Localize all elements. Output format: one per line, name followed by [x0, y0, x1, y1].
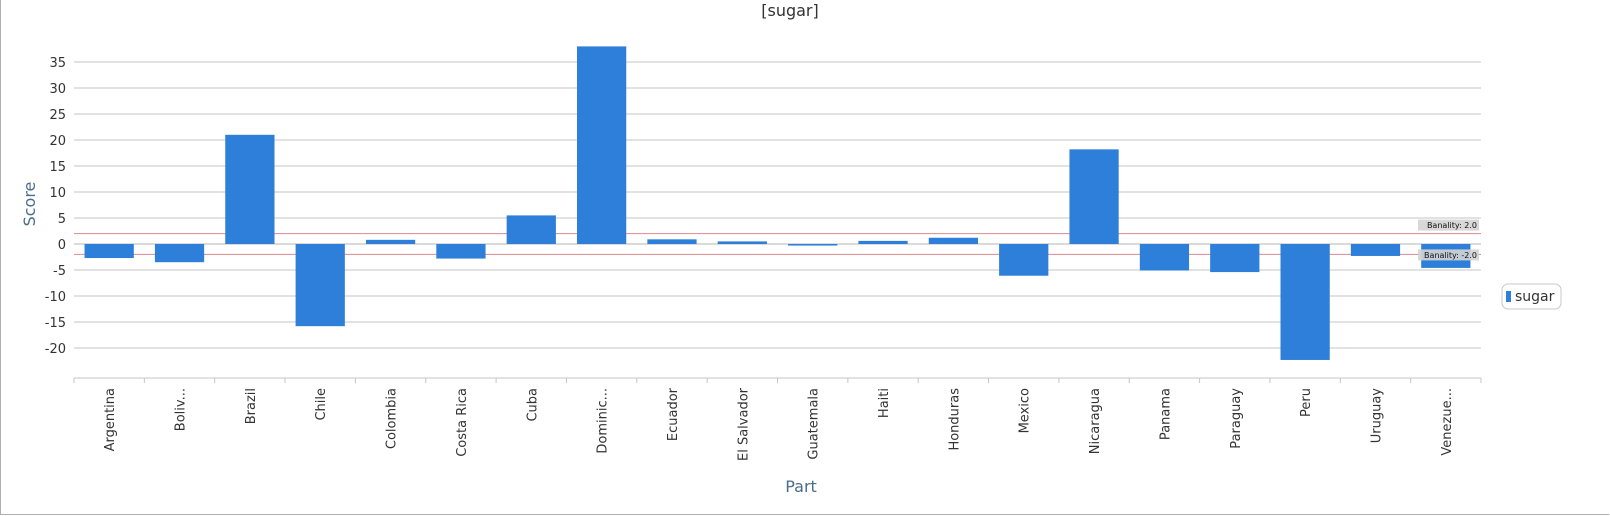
reference-label-bg [1418, 249, 1479, 261]
x-tick-label: Guatemala [807, 388, 822, 460]
y-tick-label: 30 [49, 82, 66, 97]
reference-label: Banality: 2.0 [1427, 221, 1477, 230]
x-tick-label: Honduras [947, 388, 962, 451]
bar[interactable] [84, 244, 134, 259]
x-tick-label: Panama [1158, 388, 1173, 440]
x-tick-label: Uruguay [1369, 388, 1384, 444]
bar[interactable] [647, 239, 697, 244]
x-tick-label: Cuba [525, 388, 540, 422]
bar[interactable] [928, 237, 978, 244]
x-tick-label: Venezue... [1440, 388, 1455, 456]
legend-label: sugar [1515, 289, 1555, 305]
y-tick-label: 35 [49, 56, 66, 71]
legend-box [1501, 283, 1562, 310]
bar[interactable] [1280, 244, 1330, 360]
chart-title: [sugar] [761, 1, 819, 20]
reference-label: Banality: -2.0 [1424, 251, 1477, 260]
y-tick-label: -5 [53, 264, 66, 279]
x-tick-label: Haiti [877, 388, 892, 418]
y-tick-label: 5 [58, 212, 66, 227]
bar[interactable] [1139, 244, 1190, 271]
x-tick-label: Costa Rica [455, 388, 470, 457]
x-tick-label: Colombia [385, 388, 400, 449]
x-tick-label: Peru [1299, 388, 1314, 417]
bar[interactable] [858, 240, 908, 244]
bar[interactable] [717, 241, 767, 244]
x-tick-label: Argentina [103, 388, 118, 451]
x-axis: Argentina Boliv... Brazil Chile Colombia Cost… [73, 377, 1482, 461]
x-tick-label: Chile [314, 388, 329, 421]
y-tick-label: -10 [45, 290, 66, 305]
bars [84, 46, 1471, 360]
reference-label-bg [1418, 219, 1479, 231]
bar[interactable] [436, 244, 486, 259]
y-tick-label: 25 [49, 108, 66, 123]
bar[interactable] [999, 244, 1049, 276]
bar[interactable] [365, 239, 416, 244]
x-axis-title: Part [785, 477, 817, 496]
x-tick-label: Paraguay [1229, 388, 1244, 449]
grid [74, 61, 1481, 349]
bar[interactable] [506, 215, 556, 244]
y-tick-label: -20 [45, 342, 66, 357]
bar[interactable] [1210, 244, 1260, 273]
legend[interactable]: sugar [1501, 283, 1562, 310]
y-tick-label: 20 [49, 134, 66, 149]
bar[interactable] [1350, 244, 1401, 256]
x-tick-label: Dominic... [596, 388, 611, 454]
y-tick-label: 10 [49, 186, 66, 201]
bar[interactable] [788, 244, 838, 246]
x-tick-label: Brazil [244, 388, 259, 424]
x-tick-label: Ecuador [666, 387, 681, 441]
x-tick-label: Mexico [1018, 388, 1033, 433]
x-tick-label: Nicaragua [1088, 388, 1103, 454]
bar[interactable] [154, 244, 205, 263]
bar[interactable] [295, 244, 345, 327]
x-tick-label: Boliv... [174, 388, 189, 431]
y-axis: -20 -15 -10 -5 0 5 10 15 20 25 30 35 [45, 56, 66, 357]
x-tick-label: El Salvador [736, 387, 751, 461]
bar[interactable] [225, 134, 275, 244]
legend-swatch [1506, 291, 1511, 302]
y-tick-label: 0 [58, 238, 66, 253]
y-axis-title: Score [20, 182, 39, 227]
y-tick-label: 15 [49, 160, 66, 175]
bar[interactable] [577, 46, 627, 245]
bar[interactable] [1069, 149, 1119, 244]
reference-labels: Banality: 2.0 Banality: -2.0 [1418, 219, 1479, 261]
y-tick-label: -15 [45, 316, 66, 331]
